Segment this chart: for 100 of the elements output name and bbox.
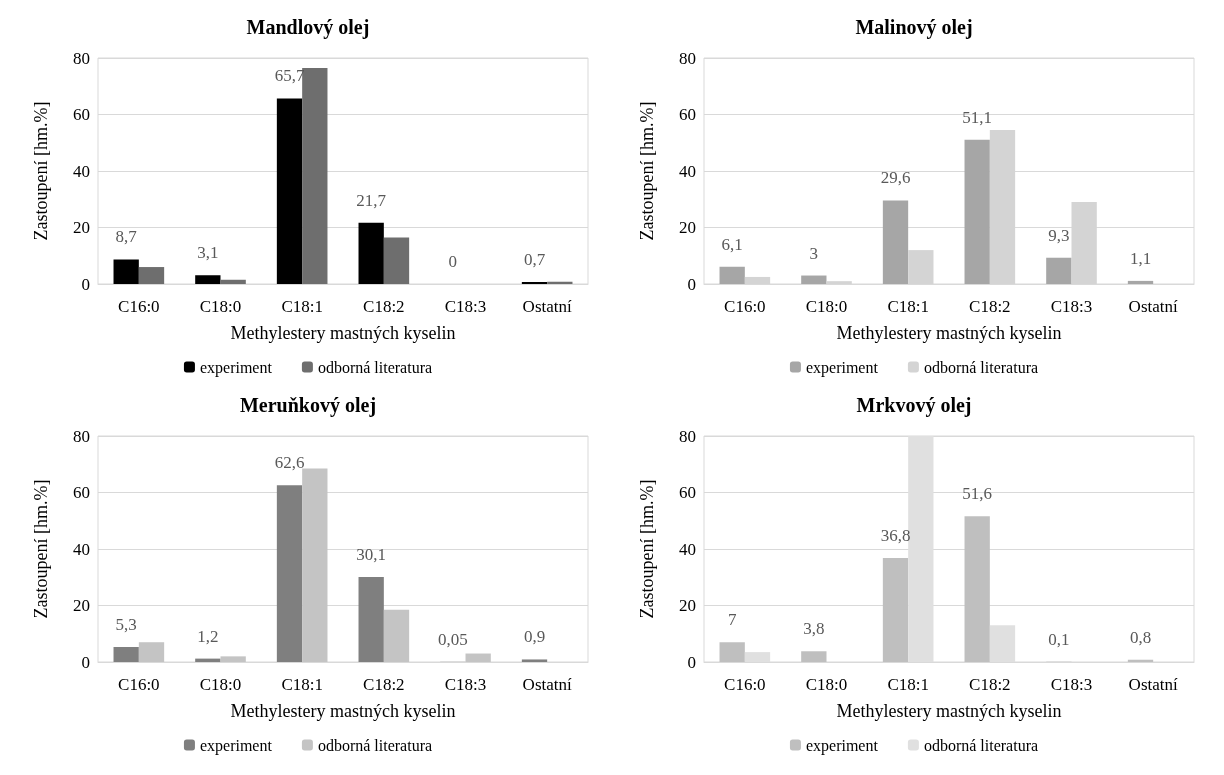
chart-title: Malinový olej bbox=[855, 16, 973, 39]
x-tick-label: C18:1 bbox=[281, 297, 323, 316]
bar bbox=[220, 279, 246, 284]
data-label: 1,2 bbox=[197, 626, 219, 646]
x-tick-label: C18:0 bbox=[199, 675, 242, 694]
y-tick-label: 20 bbox=[679, 218, 696, 237]
x-tick-label: C18:2 bbox=[969, 675, 1011, 694]
bar bbox=[220, 656, 246, 662]
data-label: 3 bbox=[809, 243, 819, 263]
bar bbox=[302, 67, 328, 284]
legend-label: odborná literatura bbox=[317, 736, 433, 754]
legend-label: odborná literatura bbox=[923, 736, 1039, 754]
x-tick-label: C18:2 bbox=[363, 297, 405, 316]
bar bbox=[1046, 257, 1072, 284]
data-label: 29,6 bbox=[880, 168, 911, 188]
bar bbox=[302, 468, 328, 662]
x-tick-label: C18:3 bbox=[1050, 297, 1093, 316]
data-label: 9,3 bbox=[1048, 225, 1070, 245]
data-label: 51,1 bbox=[962, 107, 993, 127]
y-axis-title: Zastoupení [hm.%] bbox=[31, 479, 51, 619]
data-label: 0,7 bbox=[523, 250, 546, 270]
y-tick-label: 20 bbox=[73, 596, 90, 615]
bar bbox=[383, 237, 410, 284]
data-label: 8,7 bbox=[115, 227, 138, 247]
chart-title: Mandlový olej bbox=[246, 16, 370, 39]
legend-label: experiment bbox=[805, 358, 879, 377]
bar bbox=[383, 609, 410, 662]
data-label: 1,1 bbox=[1129, 248, 1152, 268]
y-tick-label: 20 bbox=[73, 218, 90, 237]
data-label: 0,05 bbox=[437, 629, 468, 649]
x-tick-label: C18:0 bbox=[199, 297, 242, 316]
y-tick-label: 0 bbox=[81, 274, 90, 294]
x-tick-label: C18:3 bbox=[444, 297, 487, 316]
x-tick-label: Ostatní bbox=[522, 675, 572, 694]
y-tick-label: 80 bbox=[73, 426, 90, 446]
y-tick-label: 80 bbox=[679, 426, 696, 446]
data-label: 7 bbox=[727, 610, 737, 630]
data-label: 30,1 bbox=[356, 544, 387, 564]
chart-title: Meruňkový olej bbox=[239, 394, 377, 417]
legend-label: experiment bbox=[199, 358, 273, 377]
x-tick-label: C16:0 bbox=[724, 675, 766, 694]
bar bbox=[138, 642, 165, 662]
bar bbox=[801, 651, 827, 662]
bar bbox=[358, 222, 384, 284]
y-axis-title: Zastoupení [hm.%] bbox=[637, 101, 657, 241]
y-tick-label: 0 bbox=[81, 652, 90, 672]
data-label: 0 bbox=[448, 252, 458, 271]
x-tick-label: C18:2 bbox=[363, 675, 405, 694]
bar bbox=[195, 275, 221, 284]
y-tick-label: 80 bbox=[73, 48, 90, 68]
bar bbox=[195, 658, 221, 662]
legend-label: odborná literatura bbox=[317, 358, 433, 376]
bar bbox=[276, 98, 303, 284]
bar bbox=[138, 267, 165, 284]
bar bbox=[964, 139, 990, 284]
x-axis-title: Methylestery mastných kyselin bbox=[836, 701, 1062, 721]
data-label: 36,8 bbox=[880, 526, 911, 546]
x-tick-label: C18:1 bbox=[887, 297, 929, 316]
data-label: 3,1 bbox=[197, 243, 219, 263]
bar bbox=[1127, 280, 1154, 284]
legend-label: experiment bbox=[805, 736, 879, 755]
bar bbox=[964, 516, 990, 662]
y-tick-label: 60 bbox=[73, 105, 90, 124]
x-tick-label: Ostatní bbox=[1128, 675, 1178, 694]
y-tick-label: 40 bbox=[73, 539, 90, 559]
bar bbox=[882, 200, 909, 284]
x-tick-label: C18:2 bbox=[969, 297, 1011, 316]
y-tick-label: 40 bbox=[73, 161, 90, 181]
y-axis-title: Zastoupení [hm.%] bbox=[637, 479, 657, 619]
x-tick-label: C18:3 bbox=[1050, 675, 1093, 694]
data-label: 51,6 bbox=[962, 484, 993, 504]
bar bbox=[113, 259, 139, 284]
data-label: 5,3 bbox=[115, 615, 137, 635]
legend-label: experiment bbox=[199, 736, 273, 755]
bar bbox=[719, 266, 745, 284]
x-axis-title: Methylestery mastných kyselin bbox=[230, 323, 456, 343]
x-tick-label: Ostatní bbox=[522, 297, 572, 316]
data-label: 62,6 bbox=[274, 453, 305, 473]
data-label: 0,8 bbox=[1129, 627, 1152, 647]
x-tick-label: C18:1 bbox=[281, 675, 323, 694]
y-axis-title: Zastoupení [hm.%] bbox=[31, 101, 51, 241]
y-tick-label: 60 bbox=[679, 483, 696, 502]
y-tick-label: 40 bbox=[679, 539, 696, 559]
data-label: 0,1 bbox=[1048, 629, 1070, 649]
x-tick-label: C18:3 bbox=[444, 675, 487, 694]
bar bbox=[113, 647, 139, 662]
y-tick-label: 0 bbox=[687, 274, 696, 294]
y-tick-label: 80 bbox=[679, 48, 696, 68]
x-tick-label: C16:0 bbox=[118, 297, 160, 316]
data-label: 3,8 bbox=[803, 619, 825, 639]
bar bbox=[521, 659, 548, 662]
y-tick-label: 60 bbox=[679, 105, 696, 124]
data-label: 6,1 bbox=[721, 234, 743, 254]
bar bbox=[358, 576, 384, 662]
chart-title: Mrkvový olej bbox=[856, 394, 972, 417]
bar bbox=[719, 642, 745, 662]
x-axis-title: Methylestery mastných kyselin bbox=[836, 323, 1062, 343]
data-label: 0,9 bbox=[523, 627, 546, 647]
x-tick-label: C18:1 bbox=[887, 675, 929, 694]
y-tick-label: 40 bbox=[679, 161, 696, 181]
